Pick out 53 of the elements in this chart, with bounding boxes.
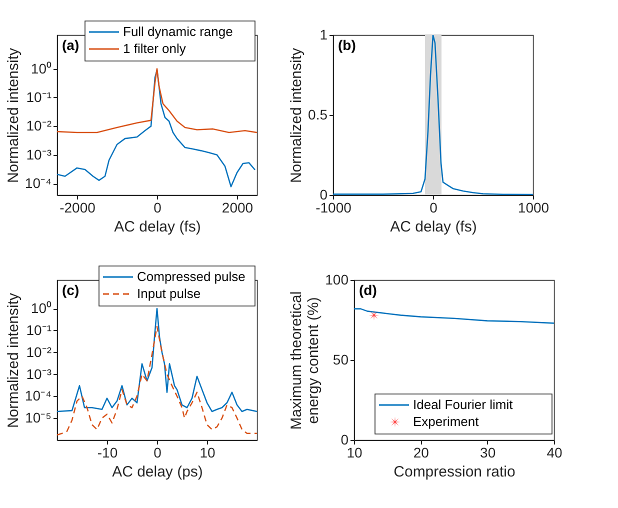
y-tick-label: 10⁻² [26,118,52,134]
x-tick-label: 0 [154,200,162,216]
legend-label: Experiment [413,414,480,429]
y-tick-label: 0.5 [308,106,328,122]
y-axis-title: Normalized intensity [4,47,22,184]
y-tick-label: 10⁻³ [26,146,52,162]
legend-label: 1 filter only [123,41,186,56]
y-tick-label: 10⁻⁴ [24,175,52,192]
line-series [354,308,554,324]
annotation: (a) [62,37,80,53]
x-tick-label: 0 [154,444,162,460]
y-tick-label: 10⁻³ [26,366,52,382]
x-tick-label: 10 [346,444,362,460]
legend-label: Compressed pulse [137,269,246,284]
y-tick-label: 10⁻¹ [26,88,52,105]
y-tick-label: 10⁰ [30,60,52,76]
x-tick-label: -10 [97,444,118,460]
line-series [57,68,257,134]
x-tick-label: 30 [480,444,496,460]
line-series [57,69,256,188]
y-tick-label: 10⁰ [30,300,52,316]
x-axis-title: Compression ratio [394,464,516,480]
line-series [57,326,257,436]
annotation: (b) [338,37,356,53]
y-tick-label: 0 [340,432,349,448]
legend-label: Input pulse [137,286,201,301]
x-tick-label: 0 [430,200,438,216]
y-tick-label: 10⁻⁵ [25,410,52,426]
y-tick-label: 100 [325,272,349,288]
legend-label: Ideal Fourier limit [413,397,514,412]
x-tick-label: 40 [546,444,562,460]
x-axis-title: AC delay (ps) [112,464,203,480]
x-axis-title: AC delay (fs) [114,218,201,236]
x-tick-label: 20 [413,444,430,460]
x-tick-label: -2000 [60,200,96,216]
x-tick-label: -1000 [316,200,352,216]
y-tick-label: 10⁻⁴ [24,388,52,404]
y-tick-label: 10⁻¹ [26,322,52,338]
x-tick-label: 2000 [222,200,254,216]
annotation: (c) [62,282,80,298]
x-tick-label: 10 [200,444,216,460]
y-axis-title: Maximum theoretical energy content (%) [288,291,322,430]
legend-label: Full dynamic range [123,24,233,39]
y-axis-title: Normalized intensity [288,47,306,184]
annotation: (d) [359,282,377,298]
x-tick-label: 1000 [518,200,550,216]
y-tick-label: 10⁻² [26,344,52,360]
y-tick-label: 1 [320,26,328,42]
x-axis-title: AC delay (fs) [390,218,477,236]
y-axis-title: Normalized intensity [4,292,22,428]
y-tick-label: 50 [332,352,349,368]
y-tick-label: 0 [320,186,328,202]
line-series [57,308,257,412]
